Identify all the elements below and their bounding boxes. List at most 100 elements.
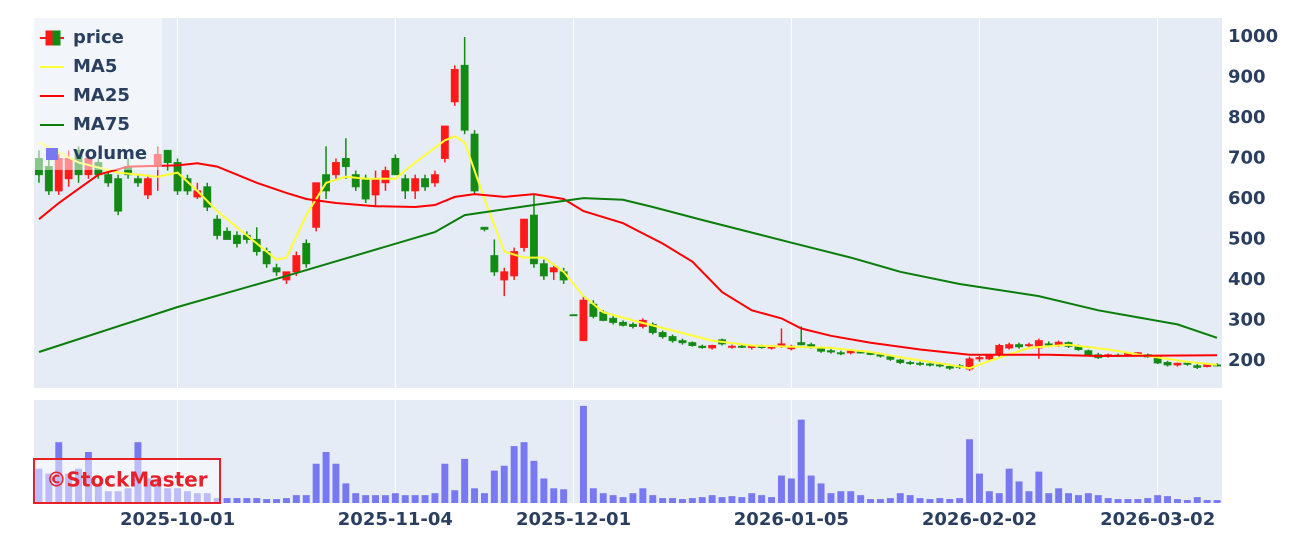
candle-body: [985, 355, 994, 360]
legend-icon: [46, 148, 58, 160]
candle-body: [381, 170, 390, 184]
volume-bar: [817, 483, 825, 503]
grid: [177, 18, 1159, 503]
volume-bar: [1144, 498, 1152, 503]
candle-body: [619, 321, 628, 326]
volume-bar: [1213, 500, 1221, 503]
volume-bar: [787, 478, 795, 503]
volume-bar: [956, 498, 964, 503]
legend-item: MA5: [40, 56, 117, 77]
volume-bar: [1055, 488, 1063, 503]
candle: [975, 356, 984, 362]
axes: 200 300 400 500 600 700 800 900 1000 2025-10-01 20…: [120, 26, 1278, 530]
volume-bar: [748, 493, 756, 503]
candle-body: [1024, 344, 1033, 347]
volume-bar: [837, 491, 845, 503]
candle: [460, 37, 469, 135]
candle-body: [460, 64, 469, 131]
y-tick-label: 500: [1228, 228, 1266, 249]
candle: [173, 158, 182, 195]
volume-bar: [738, 497, 746, 503]
volume-bar: [975, 473, 983, 503]
candle-body: [539, 263, 548, 277]
legend-item: volume: [46, 143, 147, 164]
candle-body: [1183, 362, 1192, 365]
candle-body: [351, 174, 360, 188]
candle-body: [1173, 362, 1182, 366]
candle-body: [133, 178, 142, 184]
candle-body: [302, 242, 311, 265]
candle-body: [450, 68, 459, 103]
legend-label: MA5: [73, 56, 117, 77]
candle: [430, 170, 439, 187]
candle-body: [163, 149, 172, 164]
candle-body: [579, 299, 588, 342]
y-tick-label: 700: [1228, 147, 1266, 168]
volume-bar: [678, 499, 686, 503]
candle-body: [520, 218, 529, 249]
candle-body: [995, 344, 1004, 356]
volume-bar: [1065, 493, 1073, 503]
legend-icon: [52, 30, 61, 46]
volume-bar: [1154, 495, 1162, 503]
candle-body: [668, 336, 677, 342]
y-tick-label: 800: [1228, 107, 1266, 128]
volume-bar: [886, 498, 894, 503]
volume-bar: [372, 495, 380, 503]
candle-body: [44, 166, 53, 192]
volume-bar: [1094, 495, 1102, 503]
candle: [341, 138, 350, 179]
candle: [916, 361, 925, 366]
candle-body: [272, 267, 281, 273]
volume-bar: [1134, 499, 1142, 503]
volume-bar: [946, 499, 954, 503]
candle-body: [737, 345, 746, 348]
volume-bar: [312, 463, 320, 503]
ma-line: [38, 197, 1218, 353]
candle: [925, 362, 934, 367]
candle-body: [341, 157, 350, 168]
candle: [232, 231, 241, 248]
x-tick-label: 2025-12-01: [516, 509, 631, 530]
candle-body: [698, 345, 707, 349]
volume-bar: [688, 498, 696, 503]
candle: [351, 170, 360, 191]
volume-bar: [292, 495, 300, 503]
candle-body: [371, 178, 380, 196]
candle: [490, 239, 499, 276]
volume-bar: [669, 498, 677, 503]
candle-body: [411, 178, 420, 192]
candle-body: [331, 162, 340, 176]
candle-body: [609, 317, 618, 323]
volume-bar: [530, 460, 538, 503]
candle-body: [213, 218, 222, 236]
volume-bar: [768, 497, 776, 503]
candle-body: [430, 174, 439, 184]
candle: [539, 259, 548, 280]
candle: [727, 344, 736, 349]
candle: [401, 174, 410, 199]
candle: [886, 356, 895, 361]
y-tick-label: 600: [1228, 188, 1266, 209]
volume-bar: [995, 493, 1003, 503]
volume-bar: [223, 498, 231, 503]
volume-bar: [1035, 471, 1043, 503]
candle-body: [945, 366, 954, 369]
volume-bar: [728, 496, 736, 503]
candle-body: [727, 345, 736, 348]
candle: [797, 326, 806, 346]
volume-bar: [1124, 499, 1132, 503]
candle: [500, 267, 509, 297]
x-tick-label: 2025-11-04: [338, 509, 453, 530]
candle: [302, 239, 311, 268]
candle-body: [975, 357, 984, 360]
volume-bar: [1074, 495, 1082, 503]
candle-body: [500, 271, 509, 281]
candle: [668, 334, 677, 343]
volume-bar: [629, 493, 637, 503]
candle-body: [143, 178, 152, 196]
volume-bar: [421, 495, 429, 503]
candle: [450, 65, 459, 106]
candle: [272, 263, 281, 276]
y-tick-label: 300: [1228, 309, 1266, 330]
